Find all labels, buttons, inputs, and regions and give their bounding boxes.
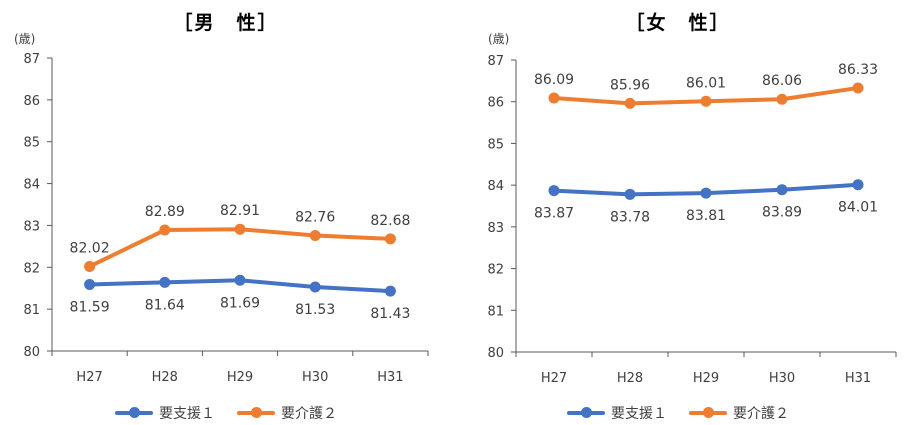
legend-swatch-icon <box>567 407 605 418</box>
data-label: 85.96 <box>610 77 650 93</box>
y-tick-label: 85 <box>23 136 40 151</box>
data-point <box>776 93 788 105</box>
y-tick-label: 82 <box>23 261 40 276</box>
y-unit-label: (歳) <box>14 32 36 46</box>
data-label: 81.53 <box>295 302 335 318</box>
legend-swatch-icon <box>115 407 153 418</box>
legend-label: 要支援１ <box>611 406 667 422</box>
data-label: 82.91 <box>220 203 260 219</box>
data-label: 84.01 <box>838 200 878 216</box>
data-label: 81.64 <box>145 297 185 313</box>
x-tick-label: H27 <box>541 371 567 386</box>
legend-item-series-1: 要支援１ <box>115 403 215 423</box>
data-point <box>84 278 96 290</box>
data-label: 83.81 <box>686 208 726 224</box>
x-tick-label: H29 <box>227 370 253 385</box>
y-tick-label: 87 <box>23 52 40 67</box>
data-label: 82.02 <box>70 240 110 256</box>
data-point <box>700 187 712 199</box>
data-point <box>309 229 321 241</box>
data-label: 86.01 <box>686 75 726 91</box>
x-tick-label: H28 <box>617 371 643 386</box>
x-tick-label: H28 <box>152 370 178 385</box>
x-tick-label: H30 <box>302 370 328 385</box>
data-label: 82.68 <box>370 213 410 229</box>
data-point <box>548 92 560 104</box>
x-tick-label: H31 <box>845 371 871 386</box>
data-label: 82.76 <box>295 209 335 225</box>
y-tick-label: 83 <box>487 221 504 236</box>
data-point <box>624 188 636 200</box>
x-tick-label: H30 <box>769 371 795 386</box>
chart-title: ［男 性］ <box>173 12 279 34</box>
chart-title: ［女 性］ <box>625 12 731 34</box>
chart-male: ［男 性］ (歳) 80 81 82 83 84 85 86 87 H27 H28 H29 H30 H3… <box>0 12 452 423</box>
legend-item-series-2: 要介護２ <box>237 403 337 423</box>
y-tick-label: 86 <box>487 96 504 111</box>
series-line-2 <box>87 227 393 269</box>
y-tick-label: 84 <box>487 179 504 194</box>
data-point <box>84 260 96 272</box>
x-tick-label: H31 <box>377 370 403 385</box>
line-chart-female: 80 81 82 83 84 85 86 87 H27 H28 H29 H30 H31 83.87 83.7… <box>487 54 897 386</box>
y-tick-label: 81 <box>23 303 40 318</box>
chart-female: ［女 性］ (歳) 80 81 82 83 84 85 86 87 H27 H28 H29 H30 H3… <box>452 0 904 425</box>
data-point <box>384 233 396 245</box>
y-tick-label: 85 <box>487 137 504 152</box>
legend-item-series-1: 要支援１ <box>567 403 667 423</box>
x-tick-label: H29 <box>693 371 719 386</box>
legend-swatch-icon <box>689 407 727 418</box>
data-point <box>234 274 246 286</box>
data-label: 86.06 <box>762 73 802 89</box>
data-point <box>700 95 712 107</box>
y-tick-label: 82 <box>487 263 504 278</box>
y-tick-label: 86 <box>23 94 40 109</box>
data-label: 83.78 <box>610 209 650 225</box>
data-label: 86.09 <box>534 72 574 88</box>
data-label: 81.69 <box>220 295 260 311</box>
data-point <box>776 184 788 196</box>
data-point <box>234 223 246 235</box>
y-tick-label: 84 <box>23 178 40 193</box>
legend-swatch-icon <box>237 407 275 418</box>
data-point <box>624 97 636 109</box>
data-point <box>159 276 171 288</box>
y-tick-label: 83 <box>23 219 40 234</box>
data-point <box>309 281 321 293</box>
data-point <box>852 179 864 191</box>
legend-label: 要介護２ <box>733 406 789 422</box>
legend: 要支援１ 要介護２ <box>452 403 904 423</box>
data-label: 81.43 <box>370 306 410 322</box>
data-label: 83.87 <box>534 206 574 222</box>
legend: 要支援１ 要介護２ <box>0 403 452 423</box>
data-label: 82.89 <box>145 204 185 220</box>
y-unit-label: (歳) <box>488 32 510 46</box>
data-label: 83.89 <box>762 205 802 221</box>
data-point <box>548 185 560 197</box>
legend-label: 要支援１ <box>159 406 215 422</box>
data-label: 86.33 <box>838 62 878 78</box>
data-label: 81.59 <box>70 299 110 315</box>
data-point <box>159 224 171 236</box>
data-point <box>384 285 396 297</box>
y-tick-label: 87 <box>487 54 504 69</box>
y-tick-label: 80 <box>23 345 40 360</box>
line-chart-male: 80 81 82 83 84 85 86 87 H27 H28 H29 H30 H31 81.59 81.6… <box>23 52 429 385</box>
y-tick-label: 80 <box>487 346 504 361</box>
data-point <box>852 82 864 94</box>
y-tick-label: 81 <box>487 304 504 319</box>
legend-item-series-2: 要介護２ <box>689 403 789 423</box>
x-tick-label: H27 <box>76 370 102 385</box>
legend-label: 要介護２ <box>281 406 337 422</box>
